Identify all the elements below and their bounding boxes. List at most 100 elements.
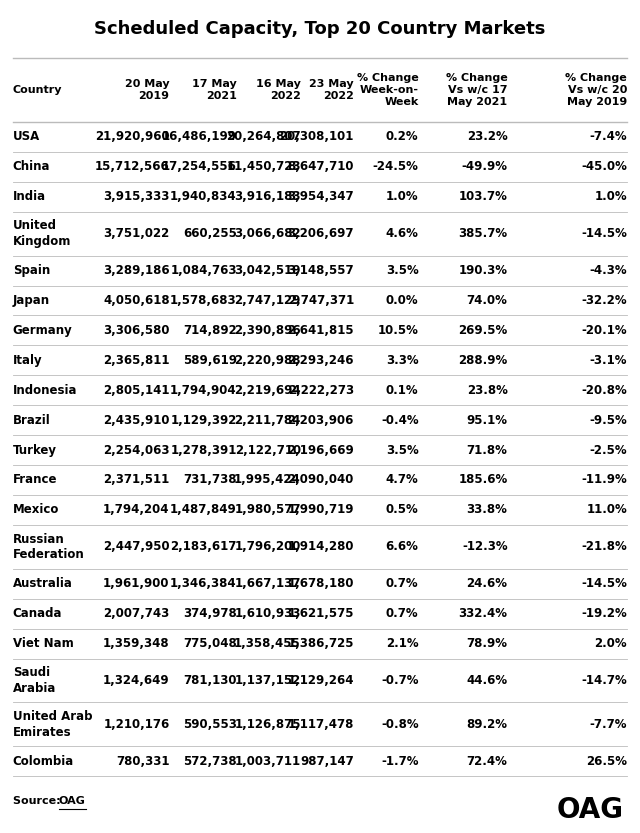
Text: 2,122,710: 2,122,710 bbox=[235, 443, 301, 456]
Text: Brazil: Brazil bbox=[13, 414, 51, 426]
Text: -14.7%: -14.7% bbox=[582, 674, 627, 687]
Text: 2,365,811: 2,365,811 bbox=[103, 354, 170, 367]
Text: 1,980,577: 1,980,577 bbox=[234, 503, 301, 516]
Text: -7.7%: -7.7% bbox=[589, 718, 627, 731]
Text: 2.0%: 2.0% bbox=[595, 637, 627, 650]
Text: % Change
Vs w/c 20
May 2019: % Change Vs w/c 20 May 2019 bbox=[566, 73, 627, 107]
Text: 2,390,896: 2,390,896 bbox=[234, 324, 301, 337]
Text: 95.1%: 95.1% bbox=[467, 414, 508, 426]
Text: 74.0%: 74.0% bbox=[467, 294, 508, 307]
Text: 1,794,204: 1,794,204 bbox=[103, 503, 170, 516]
Text: 21,920,960: 21,920,960 bbox=[95, 130, 170, 143]
Text: Source:: Source: bbox=[13, 796, 64, 806]
Text: 775,048: 775,048 bbox=[183, 637, 237, 650]
Text: 1,126,875: 1,126,875 bbox=[234, 718, 301, 731]
Text: 2,196,669: 2,196,669 bbox=[287, 443, 354, 456]
Text: 11.0%: 11.0% bbox=[586, 503, 627, 516]
Text: 33.8%: 33.8% bbox=[467, 503, 508, 516]
Text: 3.5%: 3.5% bbox=[386, 264, 419, 277]
Text: 2,183,617: 2,183,617 bbox=[170, 541, 237, 553]
Text: Germany: Germany bbox=[13, 324, 72, 337]
Text: 1,003,711: 1,003,711 bbox=[235, 755, 301, 768]
Text: 1,995,424: 1,995,424 bbox=[234, 473, 301, 486]
Text: 332.4%: 332.4% bbox=[458, 607, 508, 621]
Text: -19.2%: -19.2% bbox=[582, 607, 627, 621]
Text: 3.3%: 3.3% bbox=[386, 354, 419, 367]
Text: 374,978: 374,978 bbox=[183, 607, 237, 621]
Text: 0.0%: 0.0% bbox=[386, 294, 419, 307]
Text: 2,220,988: 2,220,988 bbox=[234, 354, 301, 367]
Text: % Change
Week-on-
Week: % Change Week-on- Week bbox=[357, 73, 419, 107]
Text: United
Kingdom: United Kingdom bbox=[13, 219, 71, 248]
Text: -0.8%: -0.8% bbox=[381, 718, 419, 731]
Text: -12.3%: -12.3% bbox=[462, 541, 508, 553]
Text: 72.4%: 72.4% bbox=[467, 755, 508, 768]
Text: 2,254,063: 2,254,063 bbox=[103, 443, 170, 456]
Text: Saudi
Arabia: Saudi Arabia bbox=[13, 666, 56, 695]
Text: 4.6%: 4.6% bbox=[386, 227, 419, 240]
Text: 1,621,575: 1,621,575 bbox=[287, 607, 354, 621]
Text: -14.5%: -14.5% bbox=[581, 227, 627, 240]
Text: 2,747,129: 2,747,129 bbox=[234, 294, 301, 307]
Text: 3.5%: 3.5% bbox=[386, 443, 419, 456]
Text: 2,219,694: 2,219,694 bbox=[234, 384, 301, 397]
Text: -32.2%: -32.2% bbox=[582, 294, 627, 307]
Text: 3,915,333: 3,915,333 bbox=[103, 190, 170, 203]
Text: Viet Nam: Viet Nam bbox=[13, 637, 74, 650]
Text: 26.5%: 26.5% bbox=[586, 755, 627, 768]
Text: Scheduled Capacity, Top 20 Country Markets: Scheduled Capacity, Top 20 Country Marke… bbox=[94, 20, 546, 38]
Text: 0.2%: 0.2% bbox=[386, 130, 419, 143]
Text: 3,289,186: 3,289,186 bbox=[103, 264, 170, 277]
Text: 660,255: 660,255 bbox=[183, 227, 237, 240]
Text: 1,117,478: 1,117,478 bbox=[287, 718, 354, 731]
Text: Italy: Italy bbox=[13, 354, 42, 367]
Text: -49.9%: -49.9% bbox=[461, 160, 508, 173]
Text: 1,961,900: 1,961,900 bbox=[103, 577, 170, 591]
Text: 780,331: 780,331 bbox=[116, 755, 170, 768]
Text: 103.7%: 103.7% bbox=[459, 190, 508, 203]
Text: 17,254,556: 17,254,556 bbox=[162, 160, 237, 173]
Text: 1,678,180: 1,678,180 bbox=[287, 577, 354, 591]
Text: -20.1%: -20.1% bbox=[582, 324, 627, 337]
Text: 1,129,264: 1,129,264 bbox=[287, 674, 354, 687]
Text: Canada: Canada bbox=[13, 607, 62, 621]
Text: 714,892: 714,892 bbox=[183, 324, 237, 337]
Text: 3,066,682: 3,066,682 bbox=[234, 227, 301, 240]
Text: 1,129,392: 1,129,392 bbox=[170, 414, 237, 426]
Text: 16,486,199: 16,486,199 bbox=[162, 130, 237, 143]
Text: 10.5%: 10.5% bbox=[378, 324, 419, 337]
Text: -9.5%: -9.5% bbox=[589, 414, 627, 426]
Text: Country: Country bbox=[13, 85, 62, 95]
Text: 1,796,200: 1,796,200 bbox=[234, 541, 301, 553]
Text: 2,222,273: 2,222,273 bbox=[288, 384, 354, 397]
Text: 2,293,246: 2,293,246 bbox=[287, 354, 354, 367]
Text: Turkey: Turkey bbox=[13, 443, 57, 456]
Text: 1,084,763: 1,084,763 bbox=[170, 264, 237, 277]
Text: 2,447,950: 2,447,950 bbox=[103, 541, 170, 553]
Text: 71.8%: 71.8% bbox=[467, 443, 508, 456]
Text: 4.7%: 4.7% bbox=[386, 473, 419, 486]
Text: 2,435,910: 2,435,910 bbox=[103, 414, 170, 426]
Text: 24.6%: 24.6% bbox=[467, 577, 508, 591]
Text: -4.3%: -4.3% bbox=[589, 264, 627, 277]
Text: 1,794,904: 1,794,904 bbox=[170, 384, 237, 397]
Text: Russian
Federation: Russian Federation bbox=[13, 532, 84, 561]
Text: 1,210,176: 1,210,176 bbox=[103, 718, 170, 731]
Text: 20 May
2019: 20 May 2019 bbox=[125, 79, 170, 101]
Text: 3,206,697: 3,206,697 bbox=[287, 227, 354, 240]
Text: 2,371,511: 2,371,511 bbox=[103, 473, 170, 486]
Text: 589,619: 589,619 bbox=[183, 354, 237, 367]
Text: -45.0%: -45.0% bbox=[581, 160, 627, 173]
Text: India: India bbox=[13, 190, 46, 203]
Text: 185.6%: 185.6% bbox=[458, 473, 508, 486]
Text: China: China bbox=[13, 160, 51, 173]
Text: 89.2%: 89.2% bbox=[467, 718, 508, 731]
Text: 44.6%: 44.6% bbox=[467, 674, 508, 687]
Text: Spain: Spain bbox=[13, 264, 50, 277]
Text: 3,954,347: 3,954,347 bbox=[287, 190, 354, 203]
Text: Australia: Australia bbox=[13, 577, 73, 591]
Text: -0.4%: -0.4% bbox=[381, 414, 419, 426]
Text: 731,738: 731,738 bbox=[183, 473, 237, 486]
Text: Indonesia: Indonesia bbox=[13, 384, 77, 397]
Text: 1,386,725: 1,386,725 bbox=[287, 637, 354, 650]
